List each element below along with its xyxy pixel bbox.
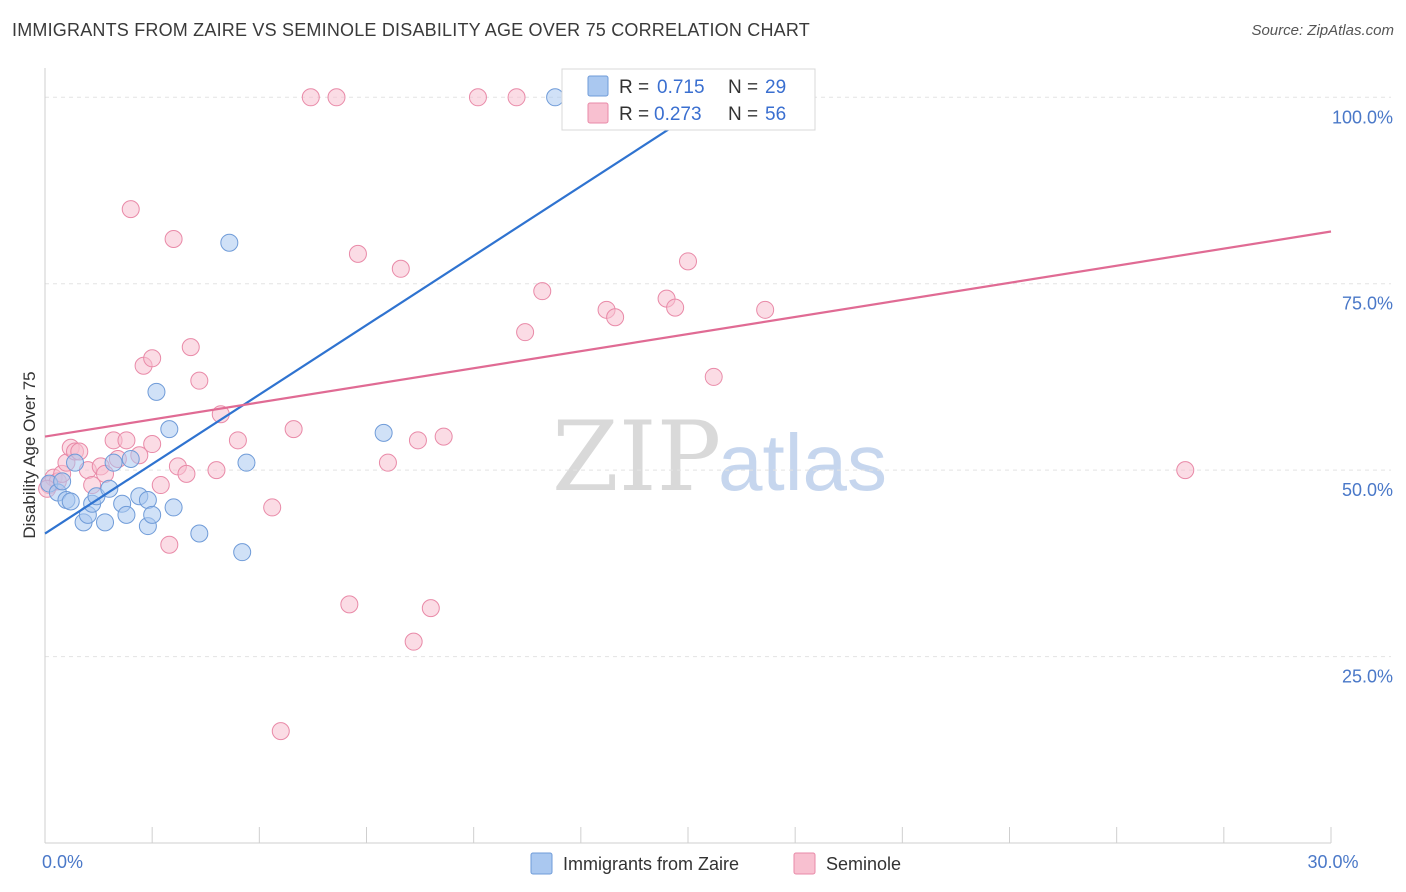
seminole-point bbox=[117, 431, 136, 450]
zaire-point bbox=[138, 490, 157, 509]
watermark-atlas: atlas bbox=[718, 418, 887, 507]
seminole-point bbox=[143, 435, 162, 454]
zaire-point bbox=[147, 382, 166, 401]
stats-legend-n-value-zaire: 29 bbox=[765, 77, 786, 98]
seminole-point bbox=[533, 282, 552, 301]
seminole-point bbox=[327, 88, 346, 107]
zaire-point bbox=[190, 524, 209, 543]
seminole-point bbox=[1176, 461, 1195, 480]
y-tick-label: 100.0% bbox=[1332, 107, 1393, 127]
series-legend-label-seminole: Seminole bbox=[826, 854, 901, 874]
seminole-point bbox=[284, 420, 303, 439]
zaire-point bbox=[233, 543, 252, 562]
seminole-point bbox=[516, 323, 535, 342]
zaire-point bbox=[61, 492, 80, 511]
stats-legend-swatch-zaire bbox=[587, 75, 609, 97]
series-legend-swatch-seminole bbox=[793, 852, 816, 875]
stats-legend-r-label-zaire: R = bbox=[619, 77, 649, 98]
seminole-point bbox=[228, 431, 247, 450]
trend-lines bbox=[44, 107, 1332, 535]
stats-legend-n-value-seminole: 56 bbox=[765, 104, 786, 125]
series-legend: Immigrants from Zaire Seminole bbox=[530, 852, 901, 875]
zaire-point bbox=[96, 513, 115, 532]
watermark-zip: ZIP bbox=[552, 401, 721, 513]
stats-legend-n-label-seminole: N = bbox=[728, 104, 758, 125]
seminole-point bbox=[421, 599, 440, 618]
y-tick-label: 25.0% bbox=[1342, 667, 1393, 687]
seminole-point bbox=[151, 476, 170, 495]
seminole-point bbox=[378, 453, 397, 472]
stats-legend-r-value-seminole: 0.273 bbox=[654, 104, 702, 125]
stats-legend: R = 0.715 N = 29 R = 0.273 N = 56 bbox=[561, 68, 816, 131]
x-ticks bbox=[44, 827, 1332, 843]
chart-title: IMMIGRANTS FROM ZAIRE VS SEMINOLE DISABI… bbox=[12, 20, 810, 40]
zaire-points bbox=[40, 88, 565, 562]
seminole-point bbox=[263, 498, 282, 517]
stats-legend-n-label-zaire: N = bbox=[728, 77, 758, 98]
seminole-point bbox=[160, 535, 179, 554]
zaire-point bbox=[53, 472, 72, 491]
y-tick-label: 75.0% bbox=[1342, 294, 1393, 314]
y-axis-label: Disability Age Over 75 bbox=[20, 371, 39, 538]
x-tick-label-min: 0.0% bbox=[42, 852, 83, 872]
x-tick-label-max: 30.0% bbox=[1307, 852, 1358, 872]
seminole-point bbox=[121, 200, 140, 219]
seminole-point bbox=[404, 632, 423, 651]
stats-legend-r-value-zaire: 0.715 bbox=[657, 77, 705, 98]
seminole-point bbox=[177, 464, 196, 483]
zaire-point bbox=[66, 453, 85, 472]
seminole-trend-line bbox=[44, 230, 1332, 438]
source-credit: Source: ZipAtlas.com bbox=[1251, 22, 1394, 39]
seminole-point bbox=[507, 88, 526, 107]
seminole-point bbox=[434, 427, 453, 446]
zaire-point bbox=[104, 453, 123, 472]
y-tick-label: 50.0% bbox=[1342, 480, 1393, 500]
seminole-point bbox=[207, 461, 226, 480]
seminole-point bbox=[408, 431, 427, 450]
zaire-point bbox=[374, 423, 393, 442]
zaire-trend-line bbox=[44, 107, 702, 535]
zaire-point bbox=[546, 88, 565, 107]
seminole-point bbox=[468, 88, 487, 107]
zaire-point bbox=[220, 233, 239, 252]
zaire-point bbox=[164, 498, 183, 517]
gridlines bbox=[45, 96, 1391, 658]
series-legend-label-zaire: Immigrants from Zaire bbox=[563, 854, 739, 874]
seminole-point bbox=[271, 722, 290, 741]
y-tick-labels: 25.0% 50.0% 75.0% 100.0% bbox=[1332, 107, 1393, 686]
stats-legend-r-label-seminole: R = bbox=[619, 104, 649, 125]
seminole-point bbox=[190, 371, 209, 390]
series-legend-swatch-zaire bbox=[530, 852, 553, 875]
seminole-point bbox=[666, 298, 685, 317]
seminole-point bbox=[340, 595, 359, 614]
zaire-point bbox=[121, 449, 140, 468]
stats-legend-swatch-seminole bbox=[587, 102, 609, 124]
seminole-point bbox=[301, 88, 320, 107]
seminole-point bbox=[164, 229, 183, 248]
seminole-point bbox=[348, 244, 367, 263]
seminole-point bbox=[606, 308, 625, 327]
zaire-point bbox=[160, 420, 179, 439]
zaire-point bbox=[117, 505, 136, 524]
seminole-point bbox=[143, 349, 162, 368]
seminole-point bbox=[181, 338, 200, 357]
zaire-point bbox=[143, 505, 162, 524]
seminole-point bbox=[704, 367, 723, 386]
zaire-point bbox=[237, 453, 256, 472]
seminole-point bbox=[391, 259, 410, 278]
zaire-point bbox=[100, 479, 119, 498]
seminole-point bbox=[756, 300, 775, 319]
watermark: ZIP atlas bbox=[552, 401, 887, 513]
seminole-point bbox=[679, 252, 697, 271]
